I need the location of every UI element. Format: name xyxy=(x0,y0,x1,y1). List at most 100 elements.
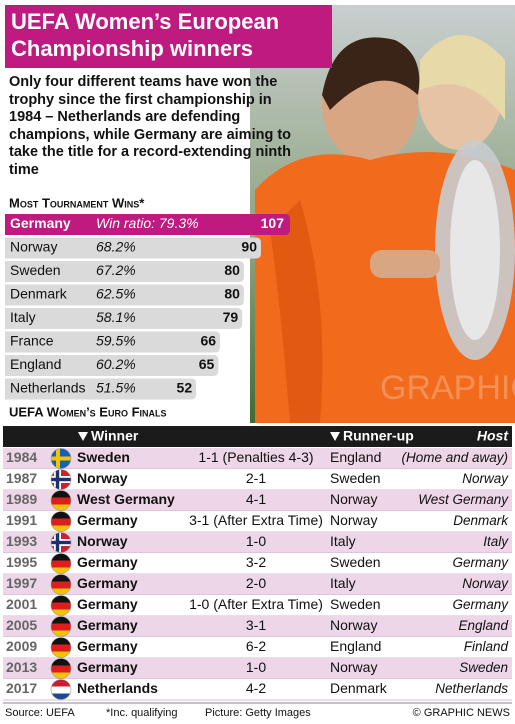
table-row xyxy=(3,532,512,553)
runner-up: Norway xyxy=(330,491,377,507)
category-label: Netherlands xyxy=(10,380,86,396)
flag-ring xyxy=(50,448,72,469)
win-ratio: 68.2% xyxy=(96,239,136,255)
bar xyxy=(5,284,244,306)
footer-copyright: © GRAPHIC NEWS xyxy=(413,707,510,719)
flag-part xyxy=(51,651,71,658)
flag-part xyxy=(51,588,71,595)
flag-part xyxy=(51,525,71,532)
value-label: 80 xyxy=(224,262,240,278)
host: Germany xyxy=(452,597,509,612)
winner: Germany xyxy=(77,575,138,591)
subtitle: Only four different teams have won the t… xyxy=(9,74,292,178)
runner-up: Sweden xyxy=(330,596,381,612)
value-label: 90 xyxy=(241,239,257,255)
year: 2001 xyxy=(6,596,37,612)
flag-part xyxy=(51,553,71,561)
year: 1984 xyxy=(6,449,37,465)
winner: Germany xyxy=(77,512,138,528)
flag-part xyxy=(55,532,60,553)
score: 4-1 xyxy=(246,491,266,507)
win-ratio: 51.5% xyxy=(96,380,136,396)
bar xyxy=(5,308,243,329)
year: 2009 xyxy=(6,638,37,654)
runner-up: Denmark xyxy=(330,680,388,696)
flag-part xyxy=(51,644,71,652)
flag-ring xyxy=(50,532,72,553)
bar xyxy=(5,261,244,282)
value-label: 66 xyxy=(200,333,216,349)
host: Finland xyxy=(464,639,509,654)
winner: Germany xyxy=(77,596,138,612)
score: 3-1 xyxy=(246,617,266,633)
flag-ring xyxy=(50,679,72,700)
flag-part xyxy=(51,456,71,461)
flag-part xyxy=(51,623,71,631)
value-label: 107 xyxy=(261,215,285,231)
flag-part xyxy=(51,574,71,582)
year: 1995 xyxy=(6,554,37,570)
value-label: 65 xyxy=(199,356,215,372)
value-label: 52 xyxy=(177,380,193,396)
winner: West Germany xyxy=(77,491,175,507)
year: 1991 xyxy=(6,512,37,528)
flag-part xyxy=(51,609,71,616)
table-row xyxy=(3,469,512,490)
runner-up: England xyxy=(330,638,381,654)
flag xyxy=(51,616,71,637)
flag-part xyxy=(51,637,71,645)
winner: Germany xyxy=(77,638,138,654)
chart-title: Most Tournament Wins* xyxy=(9,195,145,210)
winner: Germany xyxy=(77,617,138,633)
win-ratio: Win ratio: 79.3% xyxy=(96,215,199,231)
flag xyxy=(51,595,71,616)
flag xyxy=(51,679,71,700)
flag-part xyxy=(51,602,71,610)
flag-part xyxy=(51,616,71,624)
flag-part xyxy=(51,630,71,637)
year: 1993 xyxy=(6,533,37,549)
score: 1-0 xyxy=(246,659,266,675)
flag-part xyxy=(51,497,71,505)
runner-up: Italy xyxy=(330,533,356,549)
winner: Norway xyxy=(77,533,128,549)
host: Italy xyxy=(483,534,509,549)
bar xyxy=(5,331,221,353)
year: 1987 xyxy=(6,470,37,486)
category-label: England xyxy=(10,356,61,372)
flag xyxy=(51,574,71,595)
flag-ring xyxy=(50,658,72,679)
category-label: France xyxy=(10,333,54,349)
flag-part xyxy=(51,679,71,687)
flag xyxy=(51,511,71,532)
column-header: Runner-up xyxy=(343,428,414,444)
flag-ring xyxy=(50,616,72,637)
win-ratio: 67.2% xyxy=(96,262,136,278)
flag-part xyxy=(51,567,71,574)
winner: Netherlands xyxy=(77,680,158,696)
host: Denmark xyxy=(453,513,509,528)
flag xyxy=(51,637,71,658)
year: 1989 xyxy=(6,491,37,507)
host: Germany xyxy=(452,555,509,570)
flag-part xyxy=(51,686,71,694)
table-row xyxy=(3,448,512,469)
value-label: 80 xyxy=(224,286,240,302)
score: 3-1 (After Extra Time) xyxy=(189,512,323,528)
table-row xyxy=(3,658,512,679)
table-row xyxy=(3,616,512,637)
flag-part xyxy=(51,477,71,482)
winner: Sweden xyxy=(77,449,130,465)
year: 1997 xyxy=(6,575,37,591)
bar xyxy=(5,214,290,235)
win-ratio: 62.5% xyxy=(96,286,136,302)
runner-up: Sweden xyxy=(330,470,381,486)
flag-part xyxy=(51,560,71,568)
win-ratio: 60.2% xyxy=(96,356,136,372)
flag-part xyxy=(51,693,71,700)
category-label: Denmark xyxy=(10,286,68,302)
footer-note: *Inc. qualifying xyxy=(106,707,178,719)
flag-ring xyxy=(50,595,72,616)
year: 2013 xyxy=(6,659,37,675)
